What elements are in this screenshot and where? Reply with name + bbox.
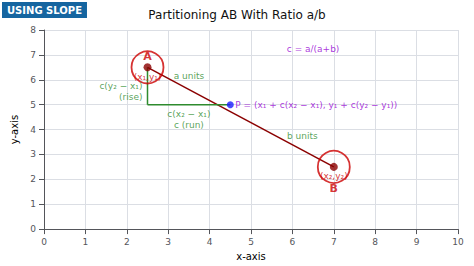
svg-text:6: 6 (30, 75, 36, 85)
svg-text:4: 4 (207, 237, 213, 247)
svg-text:(x₁,y₁): (x₁,y₁) (133, 71, 162, 82)
svg-text:1: 1 (30, 199, 36, 209)
svg-text:5: 5 (30, 100, 36, 110)
svg-text:8: 8 (30, 25, 36, 35)
svg-text:6: 6 (290, 237, 296, 247)
svg-text:a units: a units (174, 71, 205, 81)
svg-text:8: 8 (372, 237, 378, 247)
svg-text:4: 4 (30, 125, 36, 135)
svg-text:2: 2 (124, 237, 130, 247)
svg-text:c(y₂ − x₁): c(y₂ − x₁) (99, 81, 142, 91)
svg-text:c = a/(a+b): c = a/(a+b) (287, 44, 340, 54)
svg-text:0: 0 (41, 237, 47, 247)
svg-text:B: B (330, 182, 338, 195)
svg-text:9: 9 (414, 237, 420, 247)
svg-text:10: 10 (452, 237, 464, 247)
svg-text:Partitioning AB With Ratio a/b: Partitioning AB With Ratio a/b (148, 8, 325, 22)
svg-text:0: 0 (30, 224, 36, 234)
svg-text:2: 2 (30, 174, 36, 184)
svg-text:3: 3 (165, 237, 171, 247)
svg-text:(x₂,y₂): (x₂,y₂) (320, 171, 348, 181)
svg-text:USING SLOPE: USING SLOPE (7, 5, 82, 16)
svg-text:5: 5 (248, 237, 254, 247)
svg-text:x-axis: x-axis (236, 251, 266, 262)
svg-text:P = (x₁ + c(x₂ − x₁), y₁ + c(y: P = (x₁ + c(x₂ − x₁), y₁ + c(y₂ − y₁)) (235, 100, 397, 110)
svg-text:c (run): c (run) (174, 120, 204, 130)
svg-text:7: 7 (331, 237, 337, 247)
svg-text:1: 1 (83, 237, 89, 247)
svg-text:b units: b units (287, 131, 318, 141)
svg-text:A: A (143, 50, 152, 63)
svg-text:7: 7 (30, 50, 36, 60)
svg-text:y-axis: y-axis (9, 115, 20, 144)
svg-text:3: 3 (30, 149, 36, 159)
svg-text:c(x₂ − x₁): c(x₂ − x₁) (167, 109, 210, 119)
svg-text:(rise): (rise) (119, 92, 142, 102)
